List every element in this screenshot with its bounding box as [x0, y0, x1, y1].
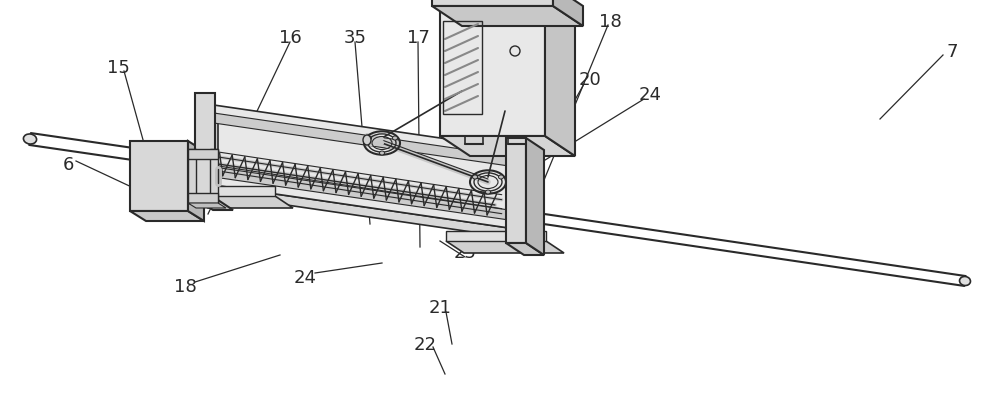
Polygon shape	[130, 142, 188, 211]
Polygon shape	[526, 139, 544, 255]
Text: 35: 35	[344, 29, 366, 47]
Ellipse shape	[363, 136, 371, 146]
Ellipse shape	[960, 277, 970, 286]
Polygon shape	[200, 166, 507, 220]
Ellipse shape	[367, 137, 372, 141]
Text: 15: 15	[107, 59, 129, 77]
Polygon shape	[130, 211, 204, 221]
Ellipse shape	[23, 135, 37, 145]
Polygon shape	[188, 150, 196, 203]
Polygon shape	[545, 7, 575, 157]
Polygon shape	[195, 198, 233, 211]
Polygon shape	[440, 137, 575, 157]
Ellipse shape	[498, 176, 503, 180]
Text: 18: 18	[174, 277, 196, 295]
Text: 24: 24	[639, 86, 662, 104]
Polygon shape	[507, 148, 525, 240]
Polygon shape	[188, 150, 218, 160]
Polygon shape	[190, 186, 275, 196]
Polygon shape	[446, 231, 546, 241]
Text: 21: 21	[429, 298, 451, 316]
Polygon shape	[188, 203, 226, 209]
Ellipse shape	[486, 190, 490, 194]
Polygon shape	[553, 0, 583, 27]
Polygon shape	[188, 194, 218, 203]
Text: 7: 7	[946, 43, 958, 61]
Polygon shape	[506, 243, 544, 255]
Polygon shape	[506, 139, 526, 243]
Text: 17: 17	[407, 29, 429, 47]
Text: 22: 22	[414, 335, 436, 353]
Polygon shape	[200, 184, 525, 240]
Text: 18: 18	[599, 13, 621, 31]
Ellipse shape	[473, 176, 478, 180]
Polygon shape	[195, 94, 215, 198]
Polygon shape	[200, 112, 507, 166]
Text: 16: 16	[279, 29, 301, 47]
Polygon shape	[190, 196, 293, 209]
Polygon shape	[188, 142, 204, 221]
Text: 25: 25	[454, 243, 477, 261]
Polygon shape	[200, 104, 507, 228]
Polygon shape	[432, 0, 553, 7]
Ellipse shape	[380, 152, 384, 156]
Polygon shape	[432, 7, 583, 27]
Ellipse shape	[392, 137, 397, 141]
Polygon shape	[446, 241, 564, 253]
Polygon shape	[200, 104, 218, 196]
Text: 6: 6	[62, 156, 74, 174]
Polygon shape	[210, 150, 218, 203]
Text: 24: 24	[294, 268, 316, 286]
Polygon shape	[440, 7, 545, 137]
Text: 20: 20	[579, 71, 601, 89]
